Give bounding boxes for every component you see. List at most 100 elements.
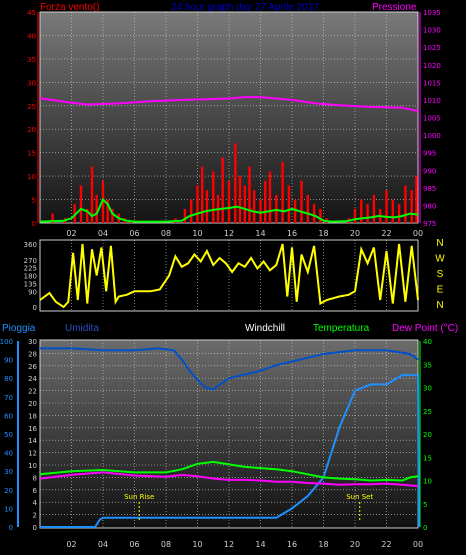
rain-tick-label: 24 [28, 375, 37, 383]
wind-tick-label: 10 [27, 173, 36, 181]
wind-tick-label: 5 [32, 197, 36, 205]
header-right-label: Pressione [372, 2, 417, 13]
wind-bar [111, 208, 114, 223]
rain-tick-label: 28 [28, 350, 37, 358]
rain-tick-label: 26 [28, 363, 37, 371]
wind-bar [106, 199, 109, 223]
wind-bar [90, 166, 94, 223]
pressure-tick-label: 1020 [423, 62, 441, 70]
dewpoint-line [39, 471, 419, 488]
rain-tick-label: 6 [33, 487, 38, 495]
rain-tick-label: 4 [33, 499, 38, 507]
pressure-tick-label: 1000 [423, 132, 441, 140]
wind-bar [95, 194, 98, 223]
pressure-tick-label: 985 [423, 185, 436, 193]
pressure-tick-label: 1035 [423, 9, 441, 17]
wind-bar [385, 190, 388, 223]
wind-bar [234, 143, 237, 223]
wind-bar [264, 180, 267, 223]
temperature-axis: 0 5 10 15 20 25 30 35 40 [419, 338, 432, 532]
wind-bar [196, 185, 199, 223]
x-tick-label: 06 [129, 229, 139, 238]
pressure-tick-label: 990 [423, 167, 436, 175]
wind-bar [293, 199, 297, 223]
header-left-label: Forza vento() [40, 2, 99, 13]
cardinal-1: W [435, 254, 445, 265]
x-tick-label: 02 [66, 229, 76, 238]
wind-bar [306, 194, 309, 223]
humidity-tick-label: 40 [4, 450, 13, 458]
humidity-tick-label: 0 [9, 524, 13, 532]
x-tick-label: 22 [381, 540, 391, 549]
x-tick-label: 06 [129, 540, 139, 549]
x-tick-label: 00 [413, 540, 423, 549]
rain-axis: 0 10 20 30 40 50 60 70 80 90 100 [0, 338, 19, 532]
wind-bar [353, 208, 357, 223]
direction-panel [39, 239, 419, 312]
direction-tick-label: 225 [24, 265, 37, 273]
wind-x-axis: 02 04 06 08 10 12 14 16 18 20 22 00 [66, 229, 423, 238]
rain-tick-label: 22 [28, 388, 37, 396]
rain-tick-label: 14 [28, 437, 37, 445]
wind-bar [360, 199, 363, 223]
legend-umidita: Umidita [65, 323, 99, 334]
temp-tick-label: 0 [423, 524, 427, 532]
wind-bar [243, 185, 246, 223]
legend-dewpoint: Dew Point (°C) [392, 323, 458, 334]
rain-tick-label: 2 [33, 512, 37, 520]
rain-tick-label: 20 [28, 400, 37, 408]
cardinal-3: E [437, 285, 444, 296]
pressure-tick-label: 980 [423, 202, 436, 210]
pressure-tick-label: 1030 [423, 27, 441, 35]
humidity-tick-label: 100 [0, 338, 13, 346]
wind-bar [287, 185, 291, 223]
wind-bar [366, 204, 369, 223]
sunset-label: Sun Set [346, 493, 373, 501]
pressure-tick-label: 1005 [423, 115, 441, 123]
wind-bar [391, 199, 394, 223]
direction-tick-label: 90 [28, 288, 37, 296]
chart-title: 24 hour graph day 27 Aprile 2017 [171, 2, 319, 13]
wind-bar [221, 157, 224, 223]
wind-tick-label: 25 [27, 103, 36, 111]
wind-bar [73, 204, 76, 223]
wind-bar [281, 162, 284, 223]
humidity-tick-label: 90 [4, 357, 13, 365]
wind-left-axis: 0 5 10 15 20 25 30 35 40 45 [27, 9, 39, 228]
direction-line [39, 243, 419, 309]
wind-bar [238, 176, 242, 223]
x-tick-label: 22 [381, 229, 391, 238]
wind-tick-label: 30 [27, 79, 36, 87]
pressure-tick-label: 1010 [423, 97, 441, 105]
x-tick-label: 16 [287, 540, 297, 549]
rain-tick-label: 18 [28, 412, 37, 420]
direction-tick-label: 180 [24, 273, 37, 281]
temp-tick-label: 35 [423, 361, 432, 369]
wind-tick-label: 15 [27, 150, 36, 158]
x-tick-label: 14 [255, 229, 265, 238]
wind-bar [212, 171, 215, 223]
sunrise-label: Sun Rise [124, 493, 154, 501]
direction-tick-label: 270 [24, 257, 37, 265]
wind-bar [268, 171, 272, 223]
x-tick-label: 12 [224, 540, 234, 549]
temp-tick-label: 25 [423, 408, 432, 416]
wind-bar [259, 199, 262, 223]
pressure-right-axis: 975 980 985 990 995 1000 1005 1010 1015 1020 1025 1… [419, 9, 441, 228]
wind-bar [312, 204, 316, 223]
x-tick-label: 10 [192, 540, 202, 549]
x-tick-label: 14 [255, 540, 265, 549]
humidity-tick-label: 30 [4, 468, 13, 476]
direction-tick-label: 135 [24, 280, 37, 288]
wind-bar [253, 190, 256, 223]
wind-bar [86, 208, 89, 223]
x-tick-label: 18 [318, 229, 328, 238]
humidity-line [40, 347, 419, 391]
wind-bar [201, 166, 204, 223]
temp-tick-label: 20 [423, 431, 432, 439]
x-tick-label: 00 [413, 229, 423, 238]
